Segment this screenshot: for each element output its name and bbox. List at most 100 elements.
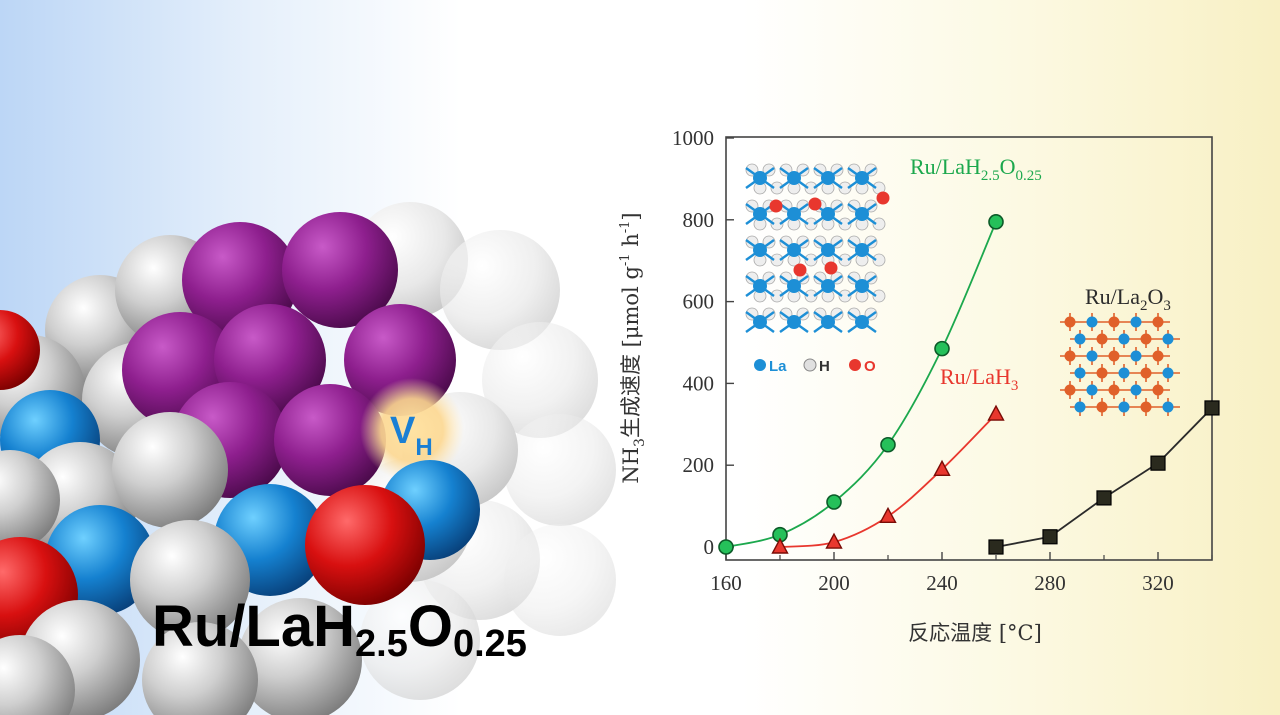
inset-lattice-atom: [1064, 350, 1076, 362]
inset-h-atom: [838, 217, 852, 231]
inset-o-atom: [808, 197, 822, 211]
inset-la-atom: [787, 279, 801, 293]
y-tick-label: 600: [683, 290, 715, 314]
inset-lattice-atom: [1086, 316, 1098, 328]
data-point-triangle: [987, 404, 1005, 421]
inset-lattice-atom: [1130, 350, 1142, 362]
y-tick-label: 800: [683, 208, 715, 232]
inset-lattice-atom: [1118, 333, 1130, 345]
inset-la-atom: [821, 207, 835, 221]
inset-lattice-atom: [1140, 333, 1152, 345]
inset-lattice-atom: [1152, 350, 1164, 362]
inset-lattice-atom: [1074, 401, 1086, 413]
data-point-triangle: [879, 506, 897, 524]
inset-h-atom: [804, 217, 818, 231]
inset-lattice-atom: [1162, 367, 1174, 379]
inset-la-atom: [821, 243, 835, 257]
inset-lattice-atom: [1162, 401, 1174, 413]
plot-frame: [725, 136, 1213, 561]
inset-h-atom: [804, 289, 818, 303]
inset-la-atom: [855, 243, 869, 257]
inset-h-atom: [770, 181, 784, 195]
data-point-circle: [934, 340, 950, 357]
y-axis-label: NH3生成速度 [μmol g-1 h-1]: [618, 212, 648, 483]
catalyst-surface-illustration: VH: [0, 202, 616, 715]
data-point-square: [1204, 400, 1220, 416]
inset-la-atom: [821, 315, 835, 329]
inset-o-atom: [876, 191, 890, 205]
inset-h-atom: [838, 253, 852, 267]
x-tick-label: 200: [818, 571, 850, 595]
y-tick-label: 1000: [672, 126, 714, 150]
x-tick-label: 240: [926, 571, 958, 595]
inset-lattice-atom: [1096, 401, 1108, 413]
inset-lattice-atom: [1096, 333, 1108, 345]
inset-la-atom: [753, 279, 767, 293]
inset-lattice-atom: [1074, 367, 1086, 379]
inset-lattice-atom: [1064, 316, 1076, 328]
inset-lattice-atom: [1130, 316, 1142, 328]
inset-la-atom: [855, 171, 869, 185]
legend-h: H: [819, 358, 830, 375]
inset-h-atom: [872, 217, 886, 231]
legend-o: O: [864, 358, 876, 375]
data-point-square: [1096, 490, 1112, 506]
y-tick-label: 0: [704, 535, 715, 559]
data-point-triangle: [933, 459, 951, 476]
inset-o-atom: [793, 263, 807, 277]
legend-la: La: [769, 358, 787, 375]
inset-la-atom: [753, 315, 767, 329]
inset-lattice-atom: [1118, 401, 1130, 413]
data-point-triangle: [825, 532, 843, 549]
inset-h-atom: [770, 253, 784, 267]
inset-la-atom: [787, 315, 801, 329]
data-point-square: [1150, 455, 1166, 471]
inset-la-atom: [753, 243, 767, 257]
inset-lattice-atom: [1086, 384, 1098, 396]
x-tick-label: 320: [1142, 571, 1174, 595]
data-point-square: [1042, 529, 1058, 545]
inset-h-atom: [872, 289, 886, 303]
inset-structure-la2o3: [1060, 313, 1180, 416]
inset-lattice-atom: [1118, 367, 1130, 379]
inset-lattice-atom: [1086, 350, 1098, 362]
x-axis-label: 反応温度 [°C]: [908, 621, 1042, 645]
data-point-circle: [826, 494, 842, 510]
inset-la-atom: [787, 207, 801, 221]
inset-la-atom: [787, 171, 801, 185]
inset-h-atom: [804, 253, 818, 267]
series-line: [779, 413, 997, 548]
inset-lattice-atom: [1064, 384, 1076, 396]
series-label-ru-la2o3: Ru/La2O3: [1085, 284, 1171, 314]
nh3-rate-chart: 0 200 400 600 800 1000 160 200 240 280 320 NH3生成速…: [618, 126, 1220, 645]
vacancy-sub: H: [415, 434, 432, 461]
inset-la-atom: [821, 279, 835, 293]
inset-lattice-atom: [1074, 333, 1086, 345]
inset-h-atom: [838, 289, 852, 303]
inset-lattice-atom: [1140, 401, 1152, 413]
data-point-circle: [988, 214, 1004, 230]
series-line: [995, 407, 1213, 548]
inset-h-atom: [770, 217, 784, 231]
catalyst-label: Ru/LaH2.5O0.25: [152, 594, 527, 665]
x-tick-label: 280: [1034, 571, 1066, 595]
inset-o-atom: [769, 199, 783, 213]
data-point-square: [988, 539, 1004, 555]
inset-la-atom: [753, 207, 767, 221]
inset-la-atom: [821, 171, 835, 185]
inset-lattice-atom: [1162, 333, 1174, 345]
inset-h-atom: [872, 253, 886, 267]
series-label-ru-lah3: Ru/LaH3: [940, 364, 1018, 394]
inset-la-atom: [787, 243, 801, 257]
data-point-triangle: [771, 537, 789, 554]
x-tick-label: 160: [710, 571, 742, 595]
inset-h-atom: [804, 181, 818, 195]
inset-lattice-atom: [1152, 316, 1164, 328]
inset-la-atom: [855, 279, 869, 293]
inset-lattice-atom: [1108, 350, 1120, 362]
data-point-circle: [718, 539, 734, 555]
series-label-ru-lah25o025: Ru/LaH2.5O0.25: [910, 154, 1042, 184]
inset-la-atom: [855, 315, 869, 329]
inset-lattice-atom: [1152, 384, 1164, 396]
inset-h-atom: [770, 289, 784, 303]
